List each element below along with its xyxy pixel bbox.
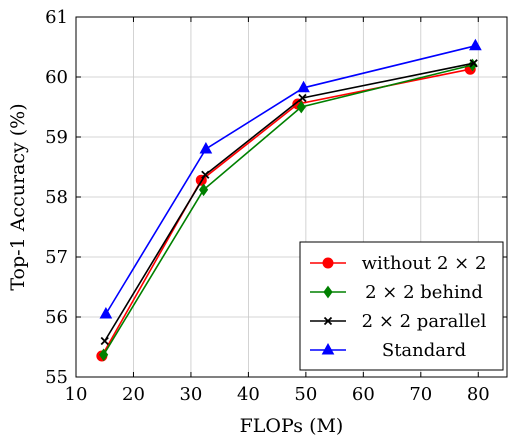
cross-stroke bbox=[298, 93, 307, 103]
cross-stroke bbox=[323, 316, 333, 326]
data-point bbox=[98, 348, 109, 362]
cross-stroke bbox=[201, 170, 210, 179]
data-point bbox=[298, 93, 307, 103]
data-point bbox=[199, 141, 213, 154]
y-axis-label: Top-1 Accuracy (%) bbox=[7, 103, 29, 290]
legend-label: 2 × 2 behind bbox=[365, 282, 483, 303]
data-point bbox=[99, 306, 113, 319]
y-tick-label: 57 bbox=[45, 247, 68, 268]
series-2-2-parallel bbox=[100, 59, 478, 346]
legend-label: Standard bbox=[382, 340, 466, 361]
y-tick-label: 58 bbox=[45, 187, 68, 208]
series-line bbox=[104, 62, 474, 342]
series-standard bbox=[99, 38, 482, 319]
legend-label: 2 × 2 parallel bbox=[362, 311, 487, 332]
data-point bbox=[469, 38, 482, 51]
legend-marker bbox=[323, 316, 333, 326]
data-point bbox=[469, 59, 478, 68]
legend-label: without 2 × 2 bbox=[362, 253, 487, 274]
y-tick-label: 61 bbox=[45, 7, 68, 28]
data-point bbox=[296, 100, 306, 114]
y-tick-label: 59 bbox=[45, 127, 68, 148]
data-point bbox=[100, 336, 109, 346]
x-tick-label: 70 bbox=[409, 384, 432, 405]
y-tick-label: 55 bbox=[45, 367, 68, 388]
x-tick-label: 20 bbox=[122, 384, 145, 405]
series-line bbox=[102, 64, 473, 356]
series-line bbox=[105, 45, 476, 315]
y-tick-label: 60 bbox=[45, 67, 68, 88]
data-point bbox=[198, 183, 209, 197]
legend-marker bbox=[321, 342, 335, 355]
legend-marker bbox=[322, 257, 334, 269]
cross-stroke bbox=[469, 59, 478, 68]
data-point bbox=[297, 80, 310, 93]
cross-stroke bbox=[100, 336, 109, 346]
data-point bbox=[201, 170, 210, 179]
x-tick-label: 10 bbox=[65, 384, 88, 405]
x-tick-label: 60 bbox=[352, 384, 375, 405]
series-layer bbox=[96, 38, 482, 362]
ticks: 10 20 30 40 50 60 70 80 55 56 57 58 59 60 61 bbox=[45, 7, 507, 405]
x-tick-label: 80 bbox=[467, 384, 490, 405]
y-tick-label: 56 bbox=[45, 307, 68, 328]
legend-marker bbox=[323, 285, 333, 299]
x-tick-label: 50 bbox=[294, 384, 317, 405]
x-tick-label: 30 bbox=[179, 384, 202, 405]
x-axis-label: FLOPs (M) bbox=[240, 415, 344, 437]
x-tick-label: 40 bbox=[237, 384, 260, 405]
legend: without 2 × 2 2 × 2 behind 2 × 2 parallel S… bbox=[299, 241, 504, 371]
